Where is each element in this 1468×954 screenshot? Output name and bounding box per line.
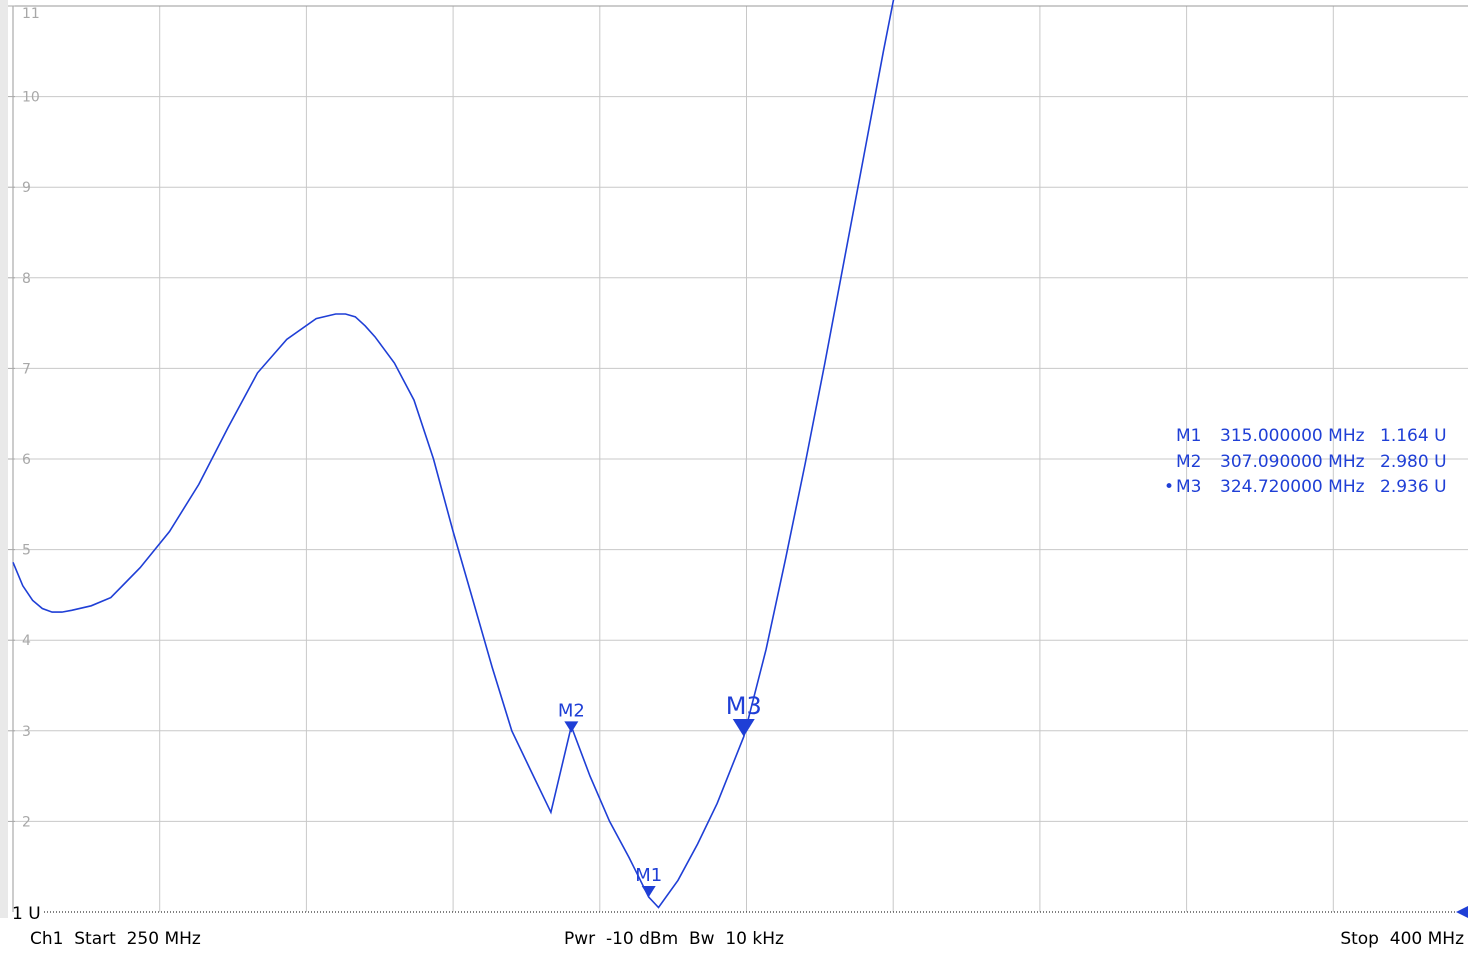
marker-readout-value: 2.980 U	[1380, 451, 1447, 472]
reference-level-label: 1 U	[12, 904, 41, 924]
y-tick-label: 6	[22, 452, 31, 468]
marker-readout-id: M3	[1176, 477, 1202, 497]
marker-m2-label: M2	[558, 700, 585, 721]
marker-active-bullet	[1160, 450, 1174, 476]
marker-m2-icon	[564, 721, 579, 733]
marker-readout-frequency: 307.090000 MHz	[1220, 451, 1365, 472]
grid	[12, 5, 1468, 912]
reference-arrow-icon[interactable]	[1456, 906, 1468, 918]
marker-readout-row: M1 315.000000 MHz 1.164 U	[1160, 424, 1460, 450]
y-tick-label: 4	[22, 633, 31, 649]
marker-readout-value: 2.936 U	[1380, 477, 1447, 497]
trace-line	[12, 0, 895, 909]
marker-readout-id: M2	[1176, 451, 1202, 472]
footer-stop-frequency: Stop 400 MHz	[1340, 929, 1464, 949]
marker-readout-table: M1 315.000000 MHz 1.164 U M2 307.090000 MHz 2…	[1160, 424, 1460, 501]
footer-power-bandwidth: Pwr -10 dBm Bw 10 kHz	[564, 929, 784, 949]
marker-readout-id: M1	[1176, 426, 1202, 446]
y-tick-label: 2	[22, 814, 31, 830]
marker-m1-icon	[641, 885, 656, 898]
marker-active-bullet: •	[1163, 477, 1174, 497]
y-axis-tick-labels: 2 3 4 5 6 7 8 9 10 11	[8, 5, 40, 830]
y-tick-label: 9	[22, 180, 31, 196]
marker-m3-label: M3	[726, 692, 762, 720]
marker-active-bullet	[1160, 424, 1174, 450]
left-edge-shade	[0, 0, 8, 918]
marker-readout-row: M2 307.090000 MHz 2.980 U	[1160, 450, 1460, 476]
y-tick-label: 11	[22, 6, 40, 22]
marker-m1-label: M1	[635, 865, 662, 886]
y-tick-label: 3	[22, 724, 31, 740]
marker-readout-frequency: 315.000000 MHz	[1220, 426, 1365, 446]
y-tick-label: 10	[22, 90, 40, 106]
marker-readout-frequency: 324.720000 MHz	[1220, 477, 1365, 497]
marker-m3-icon	[732, 718, 755, 737]
y-tick-label: 5	[22, 543, 31, 559]
marker-readout-value: 1.164 U	[1380, 426, 1447, 446]
marker-readout-row: • M3 324.720000 MHz 2.936 U	[1160, 475, 1460, 501]
y-tick-label: 7	[22, 361, 31, 377]
footer-start-frequency: Ch1 Start 250 MHz	[30, 929, 201, 949]
marker-glyphs: M1 M2 M3	[558, 692, 762, 898]
y-tick-label: 8	[22, 271, 31, 287]
